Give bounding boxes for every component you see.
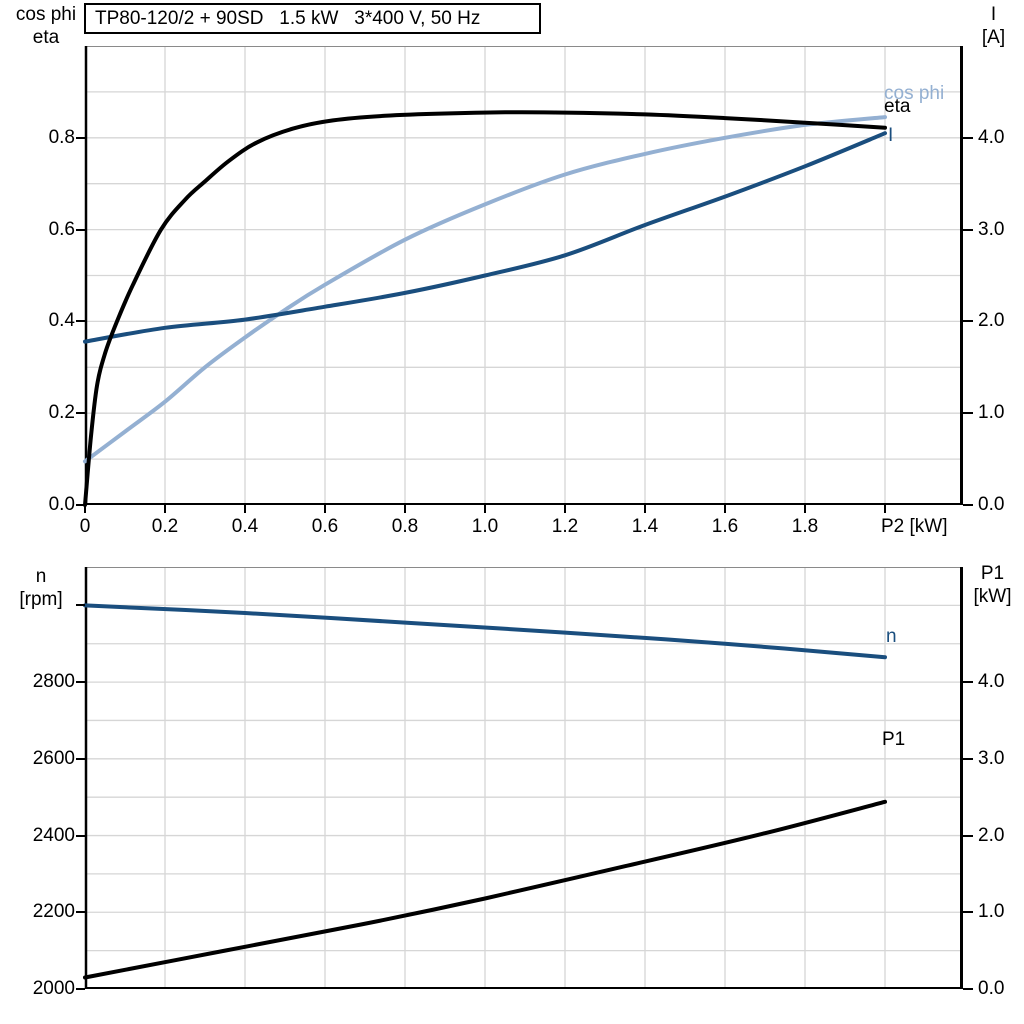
bottom-left-axis-title: n [rpm] (5, 565, 77, 611)
tick-mark (963, 412, 973, 415)
top-chart-plot-area: 0 0.2 0.4 0.6 0.8 1.0 1.2 1.4 1.6 1.8 0.0 0.2 0.4 0.6… (49, 46, 1004, 537)
right-tick-label: 1.0 (978, 402, 1005, 424)
right-tick-label: 2.0 (978, 310, 1005, 332)
tick-mark (963, 136, 973, 139)
bottom-right-axis-title: P1 [kW] (961, 562, 1024, 608)
top-left-axis-title: cos phi eta (5, 3, 87, 49)
x-tick-label: 1.8 (791, 516, 819, 537)
right-tick-label: 2.0 (978, 824, 1005, 846)
curve-label-input-power: P1 (882, 729, 906, 750)
tick-mark (564, 505, 566, 513)
tick-mark (76, 834, 85, 837)
x-tick-label: 1.4 (631, 516, 659, 537)
tick-mark (84, 505, 86, 513)
left-tick-label: 2400 (32, 824, 75, 846)
top-right-axis-title-line1: I (990, 4, 997, 25)
curve-label-speed: n (886, 626, 897, 647)
x-tick-label: 1.0 (471, 516, 499, 537)
tick-mark (76, 320, 85, 323)
bottom-chart-plot-area: 2000 2200 2400 2600 2800 0.0 1.0 2.0 3.0 4.0 (33, 567, 1004, 999)
x-tick-label: 0 (79, 516, 91, 537)
x-tick-label: 1.6 (711, 516, 739, 537)
tick-mark (963, 834, 973, 837)
series-I-curve (83, 131, 887, 344)
series-n-curve (83, 603, 887, 660)
tick-mark (76, 911, 85, 914)
tick-mark (76, 136, 85, 139)
curve-label-current: I (888, 125, 894, 146)
left-tick-label: 0.0 (48, 494, 75, 515)
tick-mark (76, 681, 85, 684)
chart-canvas (83, 46, 963, 507)
x-tick-label: 0.8 (391, 516, 419, 537)
tick-mark (884, 505, 886, 513)
left-tick-label: 2600 (32, 747, 75, 769)
right-tick-label: 3.0 (978, 218, 1005, 240)
left-tick-label: 0.2 (48, 402, 75, 424)
top-right-axis-title-line2: [A] (981, 27, 1006, 48)
tick-mark (76, 504, 85, 506)
tick-mark (724, 505, 726, 513)
series-P1-curve (83, 799, 887, 980)
tick-mark (404, 505, 406, 513)
left-tick-label: 2200 (32, 901, 75, 923)
tick-mark (164, 505, 166, 513)
tick-mark (76, 412, 85, 415)
tick-mark (484, 505, 486, 513)
top-left-axis-title-line2: eta (32, 27, 60, 48)
x-tick-label: 0.2 (151, 516, 179, 537)
chart-canvas (83, 567, 963, 989)
tick-mark (324, 505, 326, 513)
x-tick-label: 0.4 (231, 516, 259, 537)
right-tick-label: 4.0 (978, 671, 1005, 693)
chart-title-box: TP80-120/2 + 90SD 1.5 kW 3*400 V, 50 Hz (84, 3, 541, 34)
tick-mark (76, 228, 85, 231)
bottom-right-axis-title-line2: [kW] (973, 586, 1012, 607)
left-tick-label: 2800 (32, 671, 75, 693)
bottom-left-axis-title-line2: [rpm] (19, 589, 63, 610)
curve-label-eta: eta (884, 96, 911, 117)
x-tick-label: 0.6 (311, 516, 339, 537)
tick-mark (963, 681, 973, 684)
bottom-right-axis-title-line1: P1 (980, 563, 1005, 584)
tick-mark (76, 757, 85, 760)
right-tick-label: 0.0 (978, 494, 1005, 515)
tick-mark (963, 988, 973, 990)
tick-mark (244, 505, 246, 513)
left-tick-label: 0.8 (48, 126, 75, 148)
series-eta-curve (83, 110, 887, 507)
right-tick-label: 1.0 (978, 901, 1005, 923)
tick-mark (963, 320, 973, 323)
curve-label-cos-phi: cos phi (884, 83, 945, 104)
left-tick-label: 2000 (32, 978, 75, 999)
tick-mark (804, 505, 806, 513)
tick-mark (963, 911, 973, 914)
right-tick-label: 4.0 (978, 126, 1005, 148)
left-tick-label: 0.6 (48, 218, 75, 240)
x-tick-label: 1.2 (551, 516, 579, 537)
bottom-left-axis-title-line1: n (35, 566, 47, 587)
x-axis-unit-label: P2 [kW] (881, 516, 948, 537)
top-left-axis-title-line1: cos phi (15, 4, 77, 25)
tick-mark (76, 988, 85, 990)
tick-mark (963, 757, 973, 760)
tick-mark (963, 504, 973, 506)
right-tick-label: 0.0 (978, 978, 1005, 999)
right-tick-label: 3.0 (978, 747, 1005, 769)
left-tick-label: 0.4 (48, 310, 75, 332)
top-right-axis-title: I [A] (963, 3, 1024, 49)
series-cos_phi-curve (83, 115, 887, 464)
tick-mark (963, 228, 973, 231)
tick-mark (76, 604, 85, 607)
tick-mark (644, 505, 646, 513)
